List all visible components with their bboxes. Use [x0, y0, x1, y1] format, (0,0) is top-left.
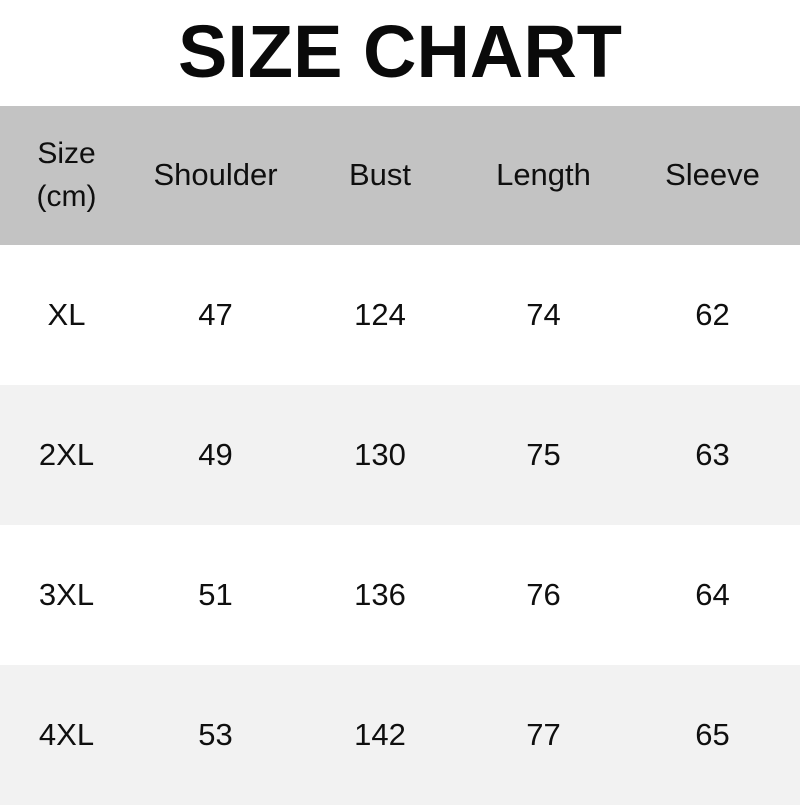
cell-length: 75 — [526, 437, 561, 472]
table-row: 4XL 53 142 77 65 — [0, 665, 800, 805]
column-header-bust: Bust — [348, 157, 412, 193]
cell-shoulder: 49 — [198, 437, 233, 472]
cell-bust: 124 — [354, 297, 406, 332]
page-title: SIZE CHART — [178, 10, 622, 93]
cell-sleeve: 64 — [695, 577, 730, 612]
cell-size: 2XL — [38, 437, 95, 472]
cell-sleeve: 65 — [695, 717, 730, 752]
cell-sleeve: 62 — [695, 297, 730, 332]
cell-shoulder: 53 — [198, 717, 233, 752]
cell-shoulder: 47 — [198, 297, 233, 332]
cell-length: 76 — [526, 577, 561, 612]
column-header-sleeve: Sleeve — [665, 157, 760, 193]
cell-size: XL — [47, 297, 86, 332]
cell-bust: 130 — [354, 437, 406, 472]
column-header-length: Length — [496, 157, 591, 193]
column-header-shoulder: Shoulder — [153, 157, 278, 193]
cell-bust: 136 — [354, 577, 406, 612]
cell-length: 77 — [526, 717, 561, 752]
table-row: 2XL 49 130 75 63 — [0, 385, 800, 525]
cell-length: 74 — [526, 297, 561, 332]
cell-shoulder: 51 — [198, 577, 233, 612]
cell-sleeve: 63 — [695, 437, 730, 472]
cell-size: 3XL — [38, 577, 95, 612]
cell-bust: 142 — [354, 717, 406, 752]
table-row: 3XL 51 136 76 64 — [0, 525, 800, 665]
cell-size: 4XL — [38, 717, 95, 752]
table-row: XL 47 124 74 62 — [0, 245, 800, 385]
size-chart-table: Size (cm) Shoulder Bust Length Sleeve XL… — [0, 106, 800, 805]
column-header-size-line1: Size — [37, 136, 96, 170]
column-header-size-line2: (cm) — [36, 179, 97, 213]
table-header-row: Size (cm) Shoulder Bust Length Sleeve — [0, 106, 800, 245]
column-header-size: Size (cm) — [0, 106, 133, 245]
